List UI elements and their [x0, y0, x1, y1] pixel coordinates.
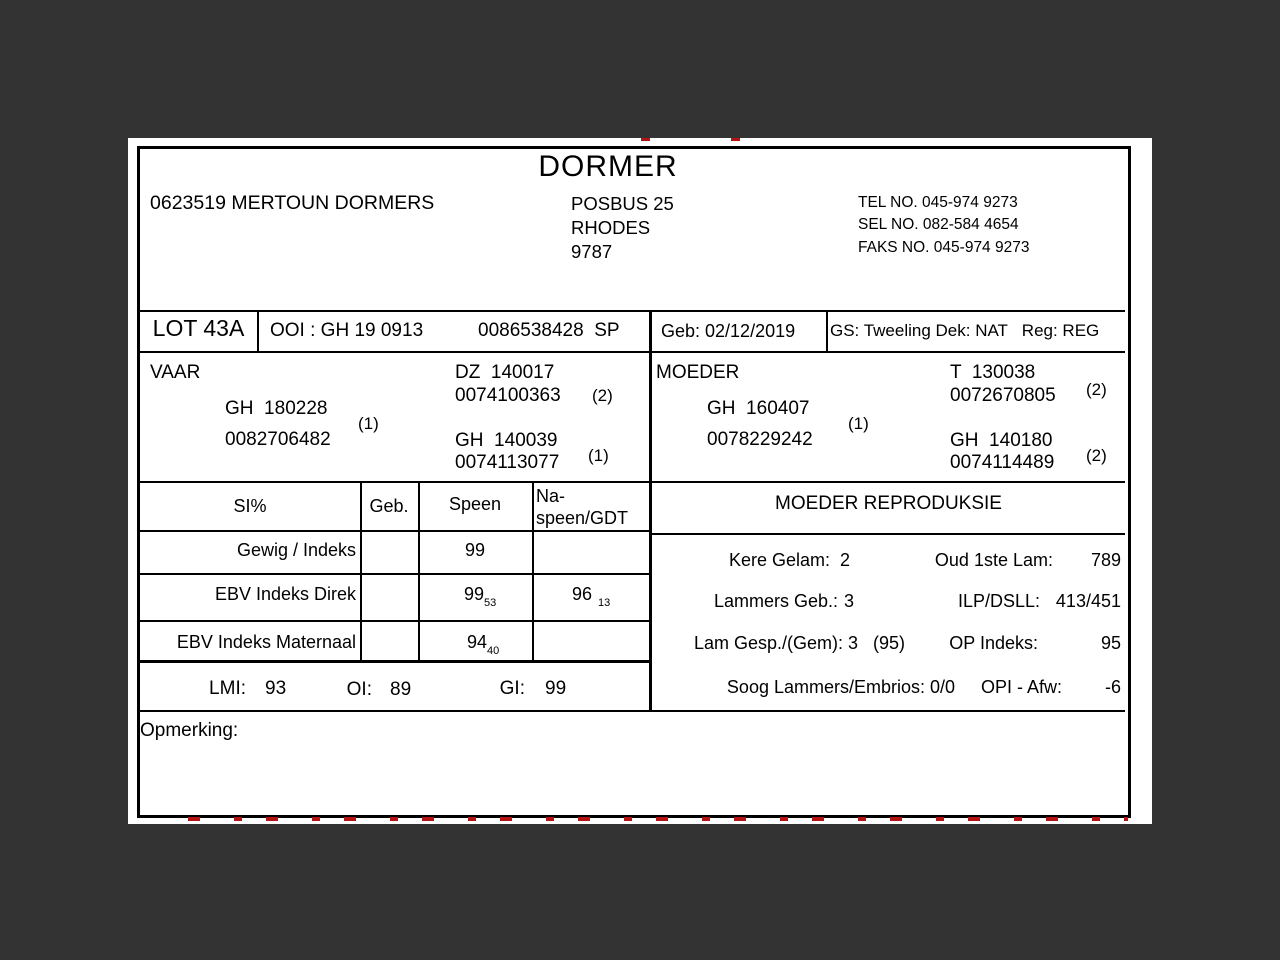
dam-section-label: MOEDER	[656, 362, 740, 383]
repro-label: Lammers Geb.:	[713, 591, 838, 611]
si-row-naspeen-value: 96 13	[572, 584, 610, 609]
repro-value: 789	[1090, 550, 1121, 570]
lot-cell-divider	[257, 310, 259, 353]
repro-value: -6	[1104, 677, 1121, 697]
sire-id: GH 180228	[225, 398, 328, 419]
repro-label: Kere Gelam:	[728, 550, 830, 570]
cropped-red-annotation	[731, 138, 740, 141]
cell-number: SEL NO. 082-584 4654	[858, 216, 1019, 233]
si-value: 94	[467, 632, 488, 652]
remarks-label: Opmerking:	[140, 720, 239, 741]
repro-label: Soog Lammers/Embrios:	[726, 677, 925, 697]
si-row-label: EBV Indeks Maternaal	[176, 632, 356, 652]
si-value-accuracy: 53	[484, 597, 497, 609]
lmi-label: LMI:	[209, 678, 246, 699]
dam-sire-registration: 0072670805	[950, 385, 1056, 406]
si-table-bottom-border	[140, 660, 650, 663]
repro-value: 2	[840, 550, 851, 570]
si-value-accuracy: 13	[598, 597, 611, 609]
si-row-label: Gewig / Indeks	[236, 540, 356, 560]
si-table-row-line	[140, 620, 650, 622]
dam-dam-registration: 0074114489	[950, 452, 1055, 473]
lmi-value: 93	[265, 678, 287, 699]
dam-sire-note: (2)	[1086, 380, 1107, 399]
si-table-row-line	[140, 573, 650, 575]
catalog-card: DORMER 0623519 MERTOUN DORMERS POSBUS 25…	[128, 138, 1152, 824]
address-line-1: POSBUS 25	[571, 193, 674, 214]
repro-value: 0/0	[930, 677, 956, 697]
repro-label: Lam Gesp./(Gem):	[693, 633, 843, 653]
dam-note: (1)	[848, 414, 869, 433]
fax-number: FAKS NO. 045-974 9273	[858, 239, 1030, 256]
breeder-line: 0623519 MERTOUN DORMERS	[150, 192, 435, 214]
repro-label: ILP/DSLL:	[957, 591, 1040, 611]
si-value: 96	[572, 584, 593, 604]
grid-line	[137, 310, 1125, 312]
gi-label: GI:	[499, 678, 525, 699]
si-table-header-naspeen-line2: speen/GDT	[536, 508, 629, 528]
ewe-registration: 0086538428 SP	[478, 320, 620, 341]
reproduction-title-underline	[652, 533, 1125, 535]
si-row-label: EBV Indeks Direk	[214, 584, 356, 604]
repro-value: 95	[1100, 633, 1121, 653]
tel-number: TEL NO. 045-974 9273	[858, 194, 1018, 211]
sire-registration: 0082706482	[225, 429, 331, 450]
oi-value: 89	[390, 679, 412, 700]
dam-registration: 0078229242	[707, 429, 813, 450]
sire-sire-id: DZ 140017	[455, 362, 555, 383]
si-table-column-line	[360, 483, 362, 661]
si-table-header-si: SI%	[233, 496, 267, 516]
address-line-3: 9787	[571, 241, 613, 262]
repro-label: OP Indeks:	[949, 633, 1038, 653]
grid-line	[137, 351, 1125, 353]
ewe-id: OOI : GH 19 0913	[270, 320, 424, 341]
si-value-accuracy: 40	[487, 645, 500, 657]
repro-value: 3 (95)	[848, 633, 906, 653]
breed-title: DORMER	[538, 150, 678, 183]
cropped-red-annotation	[641, 138, 650, 141]
sire-dam-registration: 0074113077	[455, 452, 560, 473]
si-row-speen-value: 9440	[467, 632, 499, 657]
status-line: GS: Tweeling Dek: NAT Reg: REG	[830, 321, 1100, 340]
birth-date: Geb: 02/12/2019	[661, 321, 796, 341]
repro-label: OPI - Afw:	[980, 677, 1062, 697]
address-line-2: RHODES	[571, 217, 651, 238]
dam-id: GH 160407	[707, 398, 810, 419]
dam-dam-note: (2)	[1086, 446, 1107, 465]
oi-label: OI:	[346, 679, 372, 700]
reproduction-title: MOEDER REPRODUKSIE	[775, 493, 1002, 514]
center-divider-line	[649, 310, 652, 712]
repro-value: 413/451	[1055, 591, 1121, 611]
dam-sire-id: T 130038	[950, 362, 1036, 383]
sire-sire-registration: 0074100363	[455, 385, 561, 406]
repro-label: Oud 1ste Lam:	[934, 550, 1053, 570]
sire-dam-id: GH 140039	[455, 430, 558, 451]
sire-sire-note: (2)	[592, 386, 613, 405]
sire-dam-note: (1)	[588, 446, 609, 465]
si-table-header-naspeen-line1: Na-	[536, 486, 566, 506]
grid-line	[137, 710, 1125, 712]
gi-value: 99	[545, 678, 567, 699]
cropped-red-text-strip	[188, 817, 1128, 821]
si-row-speen-value: 99	[464, 540, 486, 560]
grid-line	[137, 481, 1125, 483]
geb-cell-divider	[826, 310, 828, 353]
si-table-column-line	[418, 483, 420, 661]
si-table-row-line	[140, 530, 650, 532]
si-table-column-line	[532, 483, 534, 661]
si-table-header-speen: Speen	[448, 494, 502, 514]
si-table-header-geb: Geb.	[369, 496, 409, 516]
lot-number: LOT 43A	[152, 315, 245, 341]
si-row-speen-value: 9953	[464, 584, 496, 609]
sire-section-label: VAAR	[150, 362, 201, 383]
si-value: 99	[464, 584, 485, 604]
sire-note: (1)	[358, 414, 379, 433]
repro-value: 3	[844, 591, 855, 611]
dam-dam-id: GH 140180	[950, 430, 1053, 451]
